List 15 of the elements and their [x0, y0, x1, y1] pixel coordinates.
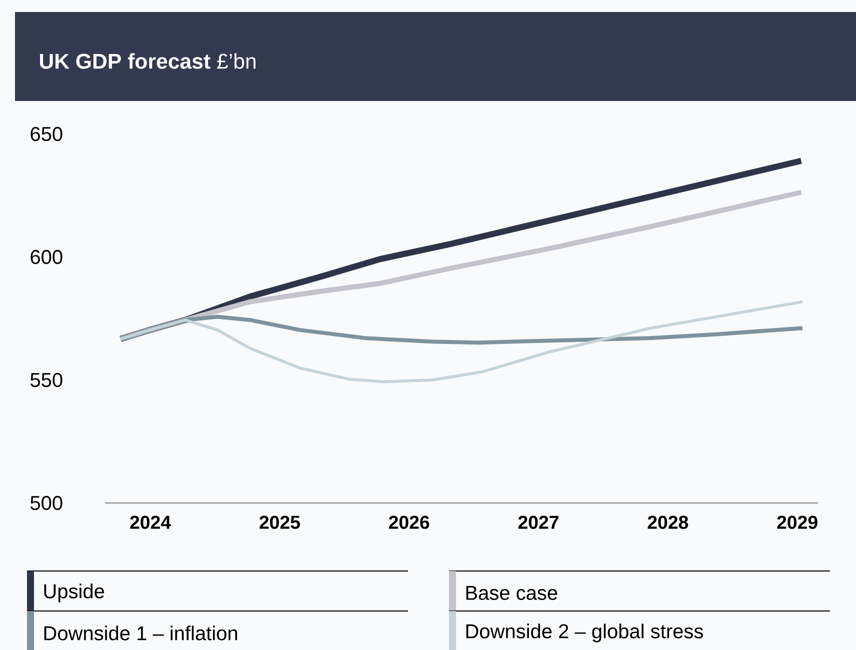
x-tick-label: 2027: [518, 516, 558, 529]
x-tick-label: 2025: [260, 516, 300, 529]
y-tick-label: 600: [30, 250, 62, 264]
y-tick-label: 550: [30, 372, 62, 388]
x-tick-label: 2028: [648, 516, 688, 529]
x-tick-label: 2024: [130, 516, 171, 529]
x-tick-label: 2029: [777, 516, 818, 529]
x-tick-label: 2026: [388, 516, 430, 529]
legend-label: Base case: [466, 586, 558, 600]
legend-label: Upside: [44, 584, 104, 602]
legend-label: Downside 1 – inflation: [44, 626, 238, 640]
legend-label: Downside 2 – global stress: [466, 624, 703, 642]
y-tick-label: 500: [30, 496, 62, 510]
y-tick-label: 650: [30, 126, 62, 142]
chart-title: UK GDP forecast £’bn: [40, 53, 256, 69]
